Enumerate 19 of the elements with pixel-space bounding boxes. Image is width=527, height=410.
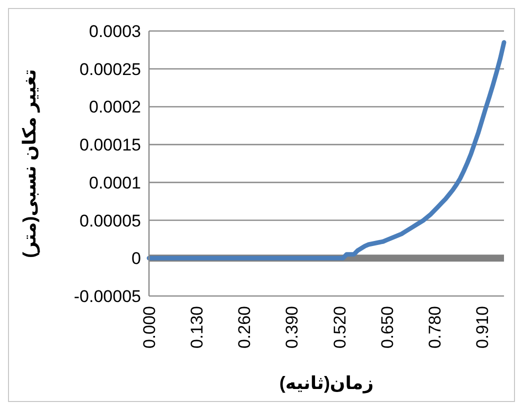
y-tick-label: 0 [132,249,141,268]
line-series [146,40,506,260]
y-tick-label: 0.00005 [80,211,141,230]
x-tick-label: 0.910 [473,306,492,349]
y-axis-title: تغییر مکان نسبی(متر) [19,69,40,258]
y-tick-label: 0.0003 [89,22,141,42]
x-axis-title: زمان(ثانیه) [279,373,374,394]
y-tick-label: -0.00005 [74,287,141,306]
x-tick-label: 0.130 [188,306,207,349]
x-tick-label: 0.000 [140,306,159,349]
x-tick-label: 0.390 [282,306,302,349]
x-tick-label: 0.260 [235,306,254,349]
y-tick-label: 0.0002 [89,98,141,117]
y-tick-label: 0.00025 [80,60,141,79]
x-tick-label: 0.520 [330,306,350,349]
y-tick-label: 0.00015 [80,136,141,155]
x-tick-label: 0.650 [378,306,397,349]
x-tick-label: 0.780 [425,306,444,349]
y-tick-label: 0.0001 [89,173,141,192]
